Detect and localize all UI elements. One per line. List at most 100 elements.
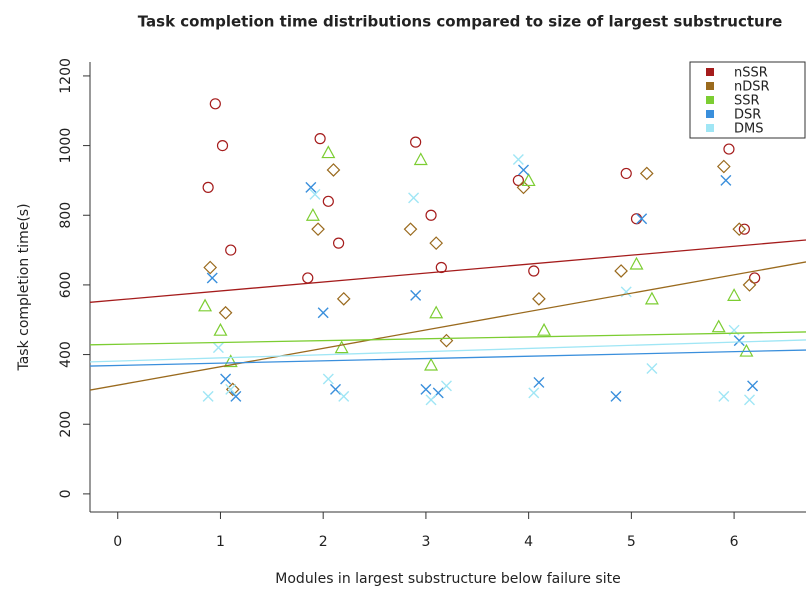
point [528, 387, 540, 399]
point [202, 390, 214, 402]
trend-line [90, 331, 806, 346]
x-tick-label: 6 [730, 534, 739, 550]
legend-label: nSSR [734, 66, 768, 81]
legend-swatch [706, 110, 714, 118]
point [610, 390, 622, 402]
point [738, 223, 750, 235]
point [410, 136, 422, 148]
chart-title: Task completion time distributions compa… [138, 13, 783, 31]
point [220, 373, 232, 385]
x-tick-label: 4 [524, 534, 533, 550]
x-tick-label: 0 [113, 534, 122, 550]
point [225, 383, 237, 395]
x-tick-label: 3 [421, 534, 430, 550]
trend-line [90, 261, 806, 391]
point [420, 383, 432, 395]
point [408, 192, 420, 204]
legend-label: SSR [734, 94, 760, 109]
trend-line [90, 339, 806, 363]
point [711, 319, 726, 333]
legend-swatch [706, 82, 714, 90]
y-tick-label: 800 [58, 202, 74, 229]
point [311, 222, 325, 237]
point [537, 322, 552, 336]
x-tick-label: 5 [627, 534, 636, 550]
point [338, 390, 350, 402]
point [334, 340, 349, 354]
point [305, 181, 317, 193]
point [742, 278, 757, 292]
point [322, 373, 334, 385]
point [733, 335, 745, 347]
point [326, 163, 341, 177]
legend-label: DMS [734, 122, 763, 137]
y-tick-label: 200 [58, 411, 74, 438]
point [309, 188, 321, 200]
point [425, 209, 437, 221]
point [440, 380, 452, 392]
point [512, 154, 524, 166]
point [435, 261, 447, 274]
point [213, 322, 228, 336]
point [723, 143, 735, 155]
point [521, 173, 536, 187]
point [413, 152, 428, 166]
point [512, 174, 524, 187]
point [216, 139, 229, 152]
point [206, 272, 218, 284]
point [218, 305, 233, 320]
legend-label: nDSR [734, 80, 770, 95]
y-tick-label: 1000 [58, 128, 74, 164]
legend-swatch [706, 124, 714, 132]
legend-swatch [706, 96, 714, 104]
x-axis-label: Modules in largest substructure below fa… [275, 571, 620, 587]
point [305, 207, 320, 221]
point [410, 289, 422, 301]
point [330, 383, 342, 395]
point [727, 288, 742, 301]
point [720, 174, 732, 186]
legend-label: DSR [734, 108, 761, 123]
point [225, 244, 237, 256]
point [429, 305, 444, 319]
point [646, 363, 658, 374]
point [744, 394, 755, 406]
point [230, 390, 242, 402]
point [716, 159, 731, 174]
point [718, 390, 730, 402]
y-tick-label: 0 [58, 489, 74, 498]
point [620, 167, 632, 180]
point [629, 256, 644, 270]
point [636, 213, 648, 225]
y-tick-label: 600 [58, 272, 74, 299]
point [518, 164, 529, 176]
point [203, 260, 218, 275]
point [424, 357, 439, 371]
plot-area [90, 98, 806, 406]
trend-line [90, 349, 806, 367]
y-tick-label: 400 [58, 341, 74, 368]
point [317, 307, 329, 319]
point [212, 342, 224, 354]
point [302, 272, 314, 284]
point [732, 222, 747, 237]
point [439, 333, 454, 348]
point [314, 133, 326, 145]
point [429, 236, 444, 250]
point [630, 213, 643, 225]
point [644, 291, 659, 305]
y-tick-label: 1200 [58, 58, 74, 94]
point [533, 376, 545, 388]
point [332, 237, 345, 249]
point [747, 380, 759, 392]
legend-swatch [706, 68, 714, 76]
point [209, 98, 221, 110]
point [223, 354, 238, 368]
point [202, 181, 214, 193]
point [614, 264, 628, 278]
y-axis-label: Task completion time(s) [16, 203, 32, 371]
point [532, 291, 546, 306]
point [639, 166, 654, 181]
